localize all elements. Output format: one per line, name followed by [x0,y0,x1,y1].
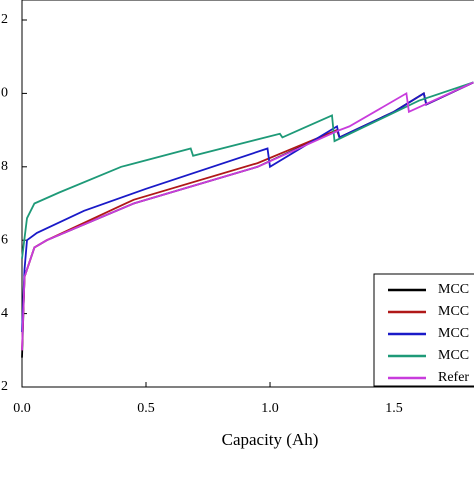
y-tick-label: 8 [1,159,8,174]
y-tick-label: 2 [1,12,8,27]
x-tick-label: 0.5 [137,401,155,416]
series-line [21,81,474,259]
y-tick-label: 0 [1,86,8,101]
y-tick-label: 4 [1,306,8,321]
legend-label: MCC [438,282,469,297]
series-line [21,81,474,333]
legend-label: MCC [438,348,469,363]
y-tick-label: 2 [1,379,8,394]
series-line [21,81,474,351]
x-tick-label: 1.5 [385,401,403,416]
x-tick-label: 1.0 [261,401,279,416]
legend-label: MCC [438,326,469,341]
plot-frame [21,0,474,388]
legend-label: MCC [438,304,469,319]
legend-label: Refer [438,370,469,385]
legend-box [373,273,474,387]
x-tick-label: 0.0 [13,401,31,416]
y-tick-label: 6 [1,232,8,247]
x-axis-label: Capacity (Ah) [222,430,319,449]
